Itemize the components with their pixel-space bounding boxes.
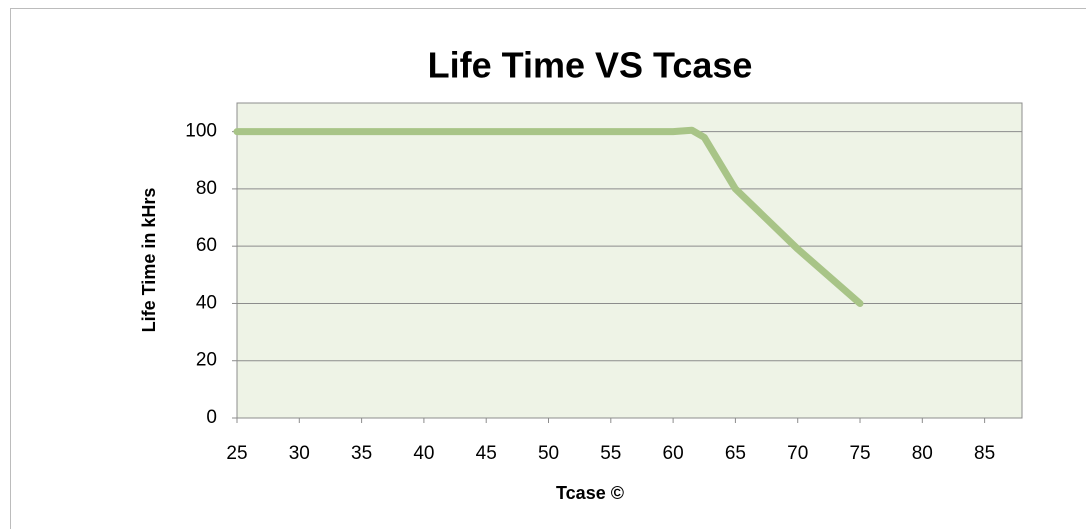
x-tick-label: 70	[787, 443, 808, 464]
plot-area	[236, 102, 1023, 419]
x-axis-label: Tcase ©	[556, 483, 624, 503]
x-tick-label: 35	[351, 443, 372, 464]
x-tick-label: 85	[974, 443, 995, 464]
y-tick-label: 0	[206, 407, 217, 428]
y-axis-label: Life Time in kHrs	[139, 188, 159, 333]
x-tick-label: 40	[413, 443, 434, 464]
data-line	[233, 126, 864, 307]
x-tick-label: 80	[912, 443, 933, 464]
x-tick-label: 25	[226, 443, 247, 464]
y-tick-label: 40	[196, 292, 217, 313]
x-tick-label: 75	[849, 443, 870, 464]
x-tick-label: 45	[476, 443, 497, 464]
y-tick-label: 60	[196, 235, 217, 256]
x-tick-label: 50	[538, 443, 559, 464]
y-tick-label: 20	[196, 350, 217, 371]
y-tick-label: 80	[196, 178, 217, 199]
chart-title: Life Time VS Tcase	[428, 45, 753, 86]
y-tick-label: 100	[185, 121, 217, 142]
x-tick-label: 55	[600, 443, 621, 464]
x-tick-label: 30	[289, 443, 310, 464]
x-tick-label: 60	[663, 443, 684, 464]
x-tick-label: 65	[725, 443, 746, 464]
